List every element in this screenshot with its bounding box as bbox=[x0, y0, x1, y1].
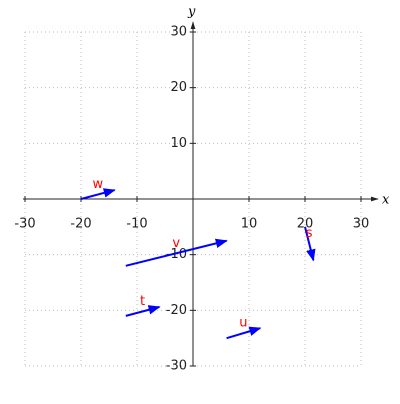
y-tick-label: 10 bbox=[170, 136, 187, 151]
vector-arrow bbox=[125, 238, 228, 267]
y-axis-label: y bbox=[187, 5, 196, 20]
x-tick-label: 30 bbox=[353, 217, 370, 232]
y-tick-label: -30 bbox=[166, 359, 187, 374]
vector-arrow bbox=[80, 188, 116, 200]
vector-label: v bbox=[172, 236, 180, 251]
x-tick-label: -10 bbox=[126, 217, 147, 232]
x-tick-label: 20 bbox=[297, 217, 314, 232]
x-tick-label: -30 bbox=[14, 217, 35, 232]
x-tick-label: 10 bbox=[241, 217, 258, 232]
vector-arrow bbox=[304, 226, 316, 262]
y-tick-label: 30 bbox=[170, 25, 187, 40]
y-tick-label: 20 bbox=[170, 80, 187, 95]
vector-label: t bbox=[140, 294, 145, 309]
x-axis-label: x bbox=[382, 193, 390, 208]
vector-label: u bbox=[239, 316, 247, 331]
vector-arrow bbox=[226, 326, 262, 340]
vector-label: w bbox=[92, 177, 103, 192]
x-tick-label: -20 bbox=[70, 217, 91, 232]
vector-arrow bbox=[125, 305, 161, 317]
y-tick-label: -20 bbox=[166, 303, 187, 318]
vector-label: s bbox=[306, 226, 313, 241]
